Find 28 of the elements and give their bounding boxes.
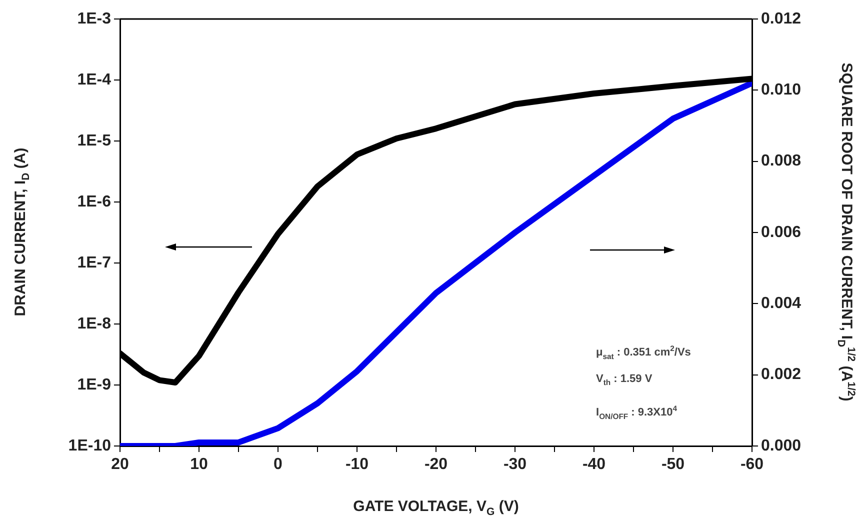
annotation: V$_{th}$ : 1.59 V <box>596 372 652 390</box>
y-tick-label: 1E-3 <box>77 10 112 28</box>
y-tick-label: 1E-6 <box>77 193 112 210</box>
y2-tick-label: 0.000 <box>761 437 802 454</box>
annotation: μ$_{sat}$ : 0.351 cm$^{2}$/Vs <box>596 343 691 363</box>
y2-tick-label: 0.006 <box>761 224 802 241</box>
y2-tick-label: 0.010 <box>761 82 802 99</box>
x-tick-label: -40 <box>582 456 606 474</box>
y2-tick-label: 0.012 <box>761 10 802 28</box>
y-tick-label: 1E-9 <box>77 376 112 394</box>
y-tick-label: 1E-5 <box>77 132 112 150</box>
x-tick-label: -20 <box>424 456 448 474</box>
annotation: I$_{ON/OFF}$ : 9.3X10$^{4}$ <box>596 403 678 423</box>
x-tick-label: -10 <box>345 456 369 474</box>
x-tick-label: -50 <box>661 456 685 474</box>
x-tick-label: 20 <box>111 456 129 474</box>
y2-tick-label: 0.002 <box>761 366 802 384</box>
x-tick-label: -30 <box>503 456 527 474</box>
x-axis-title: GATE VOLTAGE, V$_{G}$ (V) <box>353 498 519 518</box>
y-tick-label: 1E-4 <box>77 71 112 88</box>
y-tick-label: 1E-10 <box>68 437 112 454</box>
y2-tick-label: 0.004 <box>761 295 802 312</box>
x-tick-label: 0 <box>274 456 283 474</box>
x-tick-label: -60 <box>740 456 764 474</box>
x-tick-label: 10 <box>190 456 208 474</box>
y-tick-label: 1E-8 <box>77 315 112 332</box>
y2-tick-label: 0.008 <box>761 152 802 170</box>
y-tick-label: 1E-7 <box>77 254 112 272</box>
